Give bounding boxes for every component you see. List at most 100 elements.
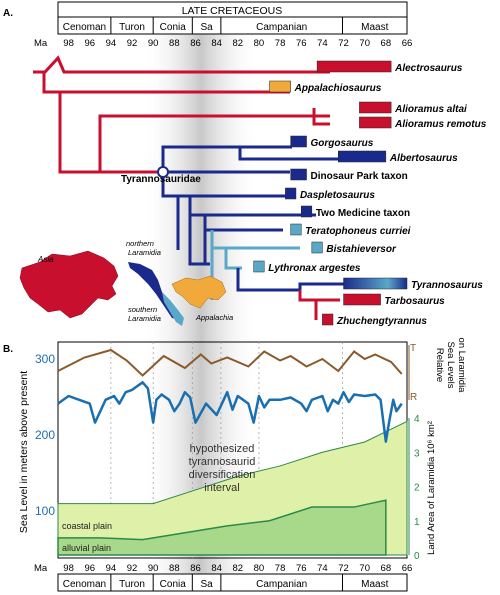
tick-label: 70 — [359, 563, 370, 574]
tree-branch — [58, 92, 163, 174]
taxon-range-bar — [300, 205, 313, 218]
land-area-tick: 4 — [414, 414, 420, 425]
stage-label: Conia — [160, 579, 187, 590]
taxon-range-bar — [290, 168, 307, 181]
taxon-range-bar — [285, 187, 297, 200]
relative-tick-t: T — [410, 343, 416, 354]
taxon-label: Alectrosaurus — [394, 63, 463, 74]
tick-label: 80 — [254, 38, 265, 49]
taxon-label: Alioramus remotus — [394, 119, 487, 130]
land-area-tick: 0 — [414, 551, 420, 562]
alluvial-plain-label: alluvial plain — [62, 543, 111, 553]
stage-label: Maast — [361, 22, 388, 33]
taxon-range-bar — [290, 135, 307, 148]
ma-label: Ma — [34, 563, 48, 574]
taxon-range-bar — [253, 260, 265, 273]
taxon-label: Albertosaurus — [389, 153, 458, 164]
relative-sea-level-line — [57, 348, 403, 377]
taxon-labels: Alectrosaurus Appalachiosaurus Alioramus a… — [268, 63, 486, 327]
taxon-range-bar — [343, 277, 408, 290]
stage-label: Campanian — [256, 579, 307, 590]
ma-label: Ma — [34, 38, 48, 49]
tree-branch — [238, 147, 346, 161]
tick-label: 82 — [232, 563, 243, 574]
land-area-tick: 3 — [414, 448, 420, 459]
tree-branch — [42, 72, 290, 94]
stage-label: Cenoman — [63, 579, 106, 590]
stage-label: Campanian — [256, 22, 307, 33]
left-axis-title: Sea Level in meters above present — [18, 371, 30, 533]
bottom-timescale: Cenoman Turon Conia Sa Campanian Maast Ma 98 96… — [34, 563, 413, 592]
tick-label: 86 — [190, 38, 201, 49]
taxon-label: Alioramus altai — [394, 104, 467, 115]
tick-label: 94 — [106, 38, 117, 49]
tick-label: 72 — [338, 563, 349, 574]
appalachia-landmass — [171, 275, 227, 309]
tyrannosauridae-node — [157, 166, 169, 178]
taxon-range-bar — [359, 116, 392, 129]
tick-label: 80 — [254, 563, 265, 574]
land-area-tick: 2 — [414, 483, 420, 494]
tick-label: 90 — [148, 563, 159, 574]
panel-b-chart: 300 200 100 Sea Level in meters above prese… — [18, 338, 467, 562]
tick-label: 74 — [317, 563, 328, 574]
tree-branch — [33, 55, 330, 74]
southern-laramidia — [162, 292, 184, 326]
tree-branch — [312, 108, 330, 126]
panel-b-label: B. — [3, 344, 13, 355]
tick-label: 84 — [211, 563, 222, 574]
panel-a-label: A. — [3, 8, 13, 19]
tick-label: 78 — [275, 563, 286, 574]
taxon-range-bar — [359, 101, 392, 114]
appalachia-label: Appalachia — [195, 313, 233, 322]
tick-label: 94 — [106, 563, 117, 574]
left-axis-tick: 300 — [35, 352, 55, 366]
taxon-label: Daspletosaurus — [300, 190, 375, 201]
relative-tick-r: R — [410, 392, 417, 403]
stage-label: Sa — [200, 579, 213, 590]
tick-label: 76 — [296, 563, 307, 574]
taxon-range-bar — [322, 313, 334, 326]
tick-label: 68 — [381, 563, 392, 574]
taxon-label: Gorgosaurus — [311, 138, 374, 149]
tick-label: 70 — [359, 38, 370, 49]
taxon-range-bar — [343, 293, 381, 306]
tick-label: 84 — [211, 38, 222, 49]
taxon-label: Tyrannosaurus — [411, 280, 483, 291]
taxon-range-bar — [338, 150, 387, 163]
phylogeny-tree — [33, 55, 350, 320]
relative-axis-title: Relative — [434, 348, 445, 382]
tick-label: 82 — [232, 38, 243, 49]
interval-label: hypothesized tyrannosaurid diversification… — [189, 443, 256, 494]
taxon-range-bars — [253, 60, 408, 326]
taxon-label: Tarbosaurus — [385, 296, 446, 307]
tick-label: 68 — [381, 38, 392, 49]
northern-laramidia-label: northern Laramidia — [126, 239, 161, 257]
tick-label: 88 — [169, 38, 180, 49]
taxon-range-bar — [311, 241, 323, 254]
taxon-label: Dinosaur Park taxon — [311, 171, 408, 182]
tick-label: 90 — [148, 38, 159, 49]
top-timescale: LATE CRETACEOUS Cenoman Turon Conia Sa Campa… — [34, 1, 412, 49]
tick-label: 66 — [402, 563, 413, 574]
southern-laramidia-label: southern Laramidia — [128, 305, 161, 323]
tree-branch — [98, 114, 330, 172]
tree-branch — [161, 172, 180, 250]
tick-label: 88 — [169, 563, 180, 574]
tree-branch — [298, 290, 340, 302]
tree-branch — [161, 145, 292, 172]
tick-label: 74 — [317, 38, 328, 49]
left-axis-tick: 200 — [35, 428, 55, 442]
stage-label: Cenoman — [63, 22, 106, 33]
taxon-label: Zhuchengtyrannus — [336, 316, 427, 327]
stage-label: Conia — [160, 22, 187, 33]
alluvial-plain-area — [57, 499, 387, 556]
tick-label: 72 — [338, 38, 349, 49]
tick-label: 98 — [63, 563, 74, 574]
taxon-range-bar — [269, 80, 291, 93]
tick-label: 96 — [84, 563, 95, 574]
tick-label: 86 — [190, 563, 201, 574]
stage-label: Maast — [361, 579, 388, 590]
taxon-label: Two Medicine taxon — [316, 208, 410, 219]
